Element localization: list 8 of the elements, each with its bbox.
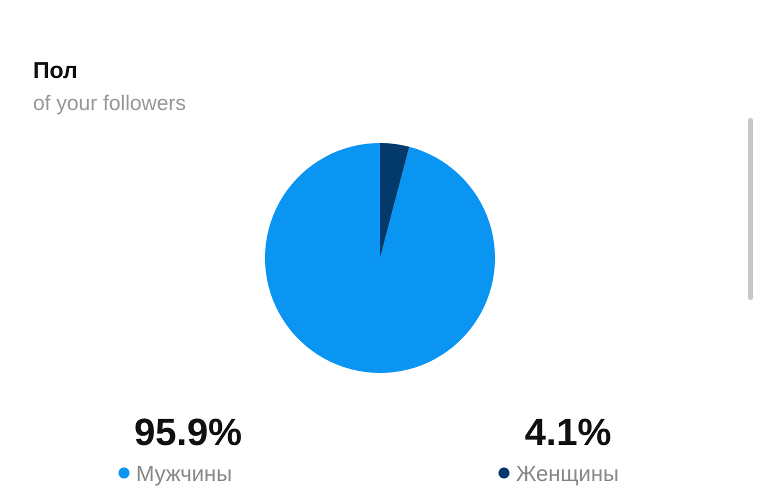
- legend-label: Женщины: [516, 461, 619, 486]
- pie-slice: [265, 143, 495, 373]
- chart-subtitle: of your followers: [33, 92, 186, 115]
- chart-title: Пол: [33, 57, 78, 83]
- legend-label: Мужчины: [136, 461, 232, 486]
- pie-slice: [380, 143, 410, 258]
- data-label: 95.9%: [134, 412, 242, 454]
- data-label: 4.1%: [524, 412, 612, 454]
